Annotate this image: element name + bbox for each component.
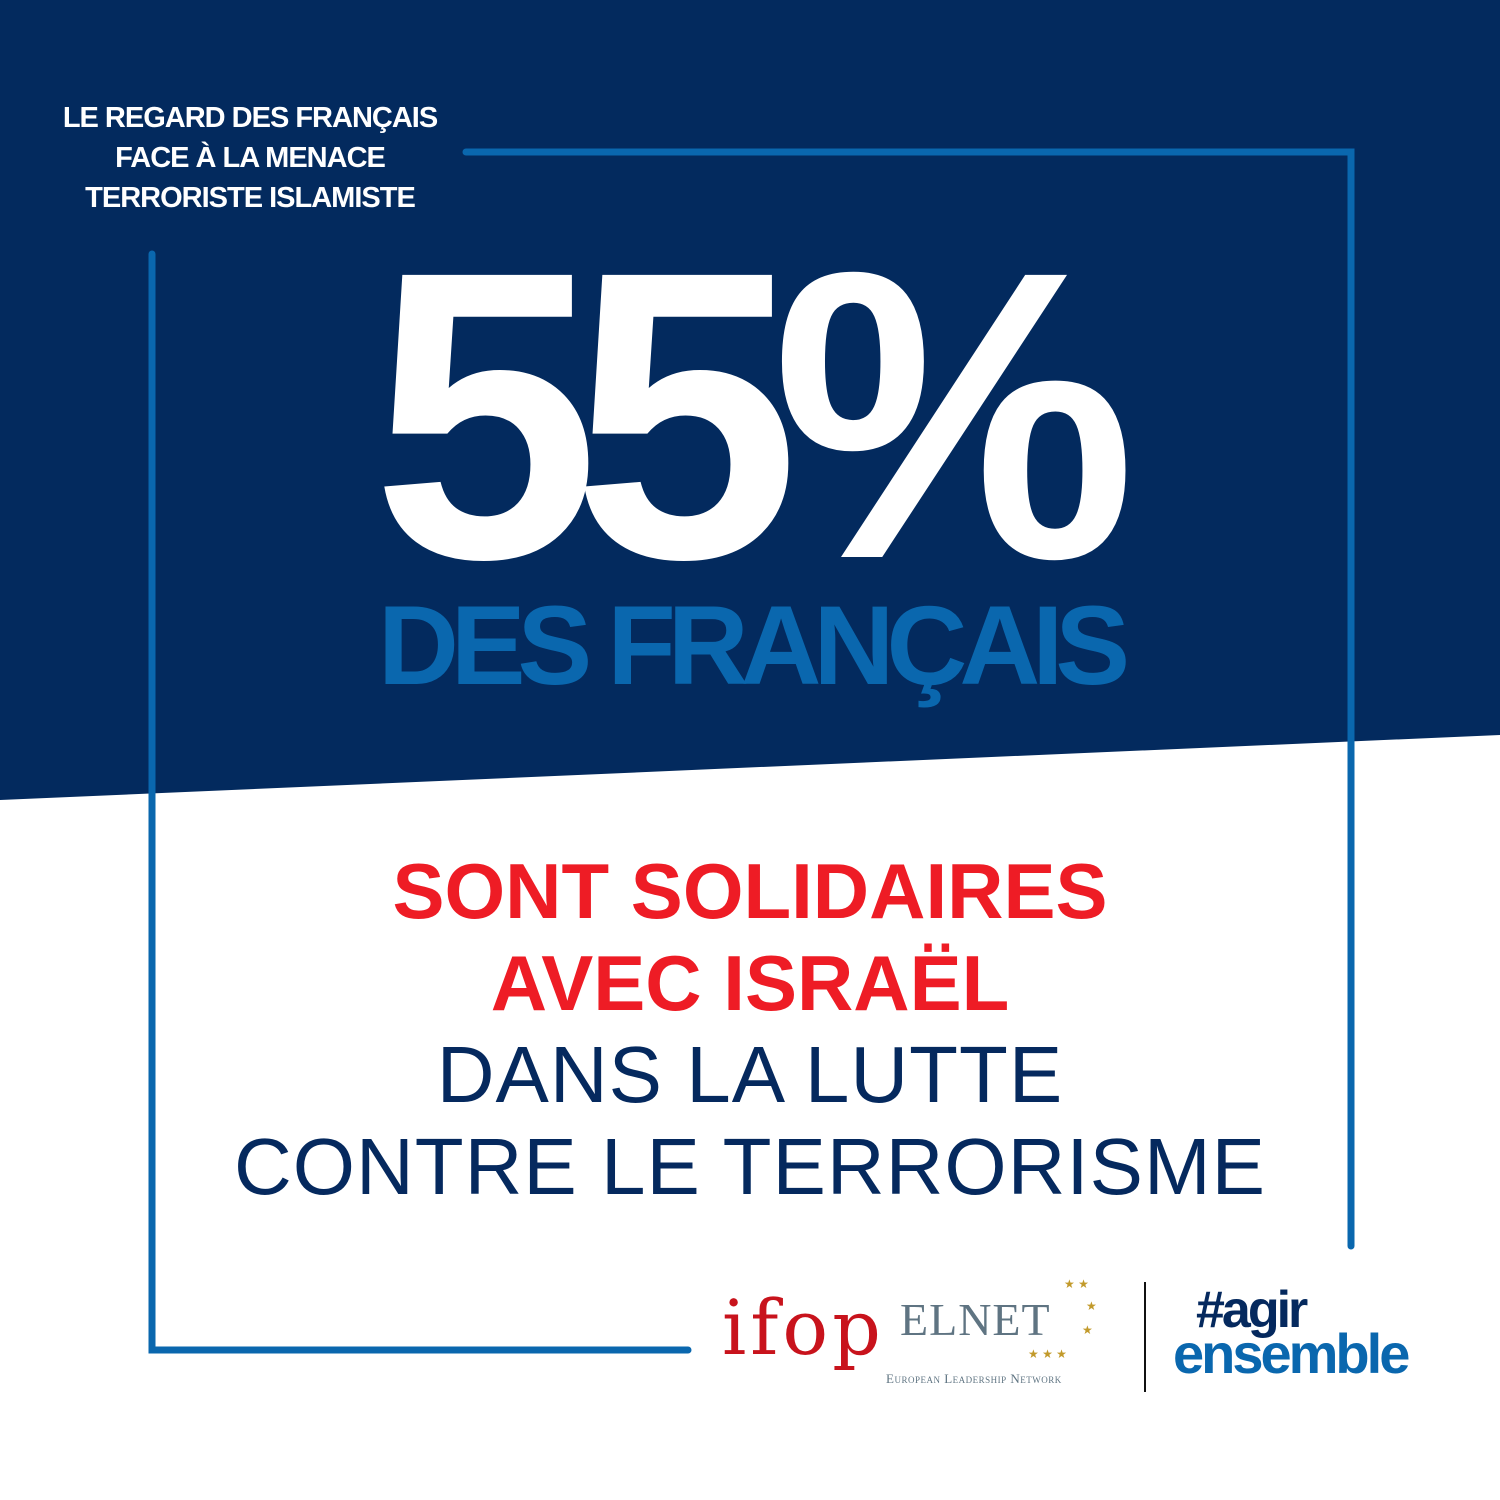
statement-emphasis-line: AVEC ISRAËL [490, 939, 1010, 1027]
frame-top-right [462, 148, 1355, 1250]
statement-line: CONTRE LE TERRORISME [234, 1122, 1266, 1211]
elnet-logo: ELNET [900, 1294, 1051, 1345]
ifop-logo: ifop [722, 1283, 885, 1372]
logo-divider [1144, 1282, 1146, 1392]
hashtag-line2: ensemble [1173, 1322, 1410, 1385]
kicker-line: LE REGARD DES FRANÇAIS [62, 102, 438, 134]
statement-emphasis-line: SONT SOLIDAIRES [392, 847, 1108, 935]
frame-lines [148, 148, 1355, 1354]
stars-icon: ★ ★ ★ ★ ★ ★ ★ [1028, 1277, 1097, 1361]
frame-bottom-left [148, 250, 692, 1354]
kicker-line: FACE À LA MENACE [115, 142, 386, 174]
elnet-subtitle: European Leadership Network [886, 1371, 1062, 1386]
kicker-title: LE REGARD DES FRANÇAIS FACE À LA MENACE … [30, 98, 470, 218]
kicker-line: TERRORISTE ISLAMISTE [85, 182, 416, 214]
headline-percent: 55% [371, 186, 1137, 644]
hashtag-line1: #agir [1196, 1281, 1308, 1339]
navy-panel [0, 0, 1500, 800]
headline-subject: DES FRANÇAIS [377, 583, 1130, 708]
statement-line: DANS LA LUTTE [436, 1030, 1064, 1119]
